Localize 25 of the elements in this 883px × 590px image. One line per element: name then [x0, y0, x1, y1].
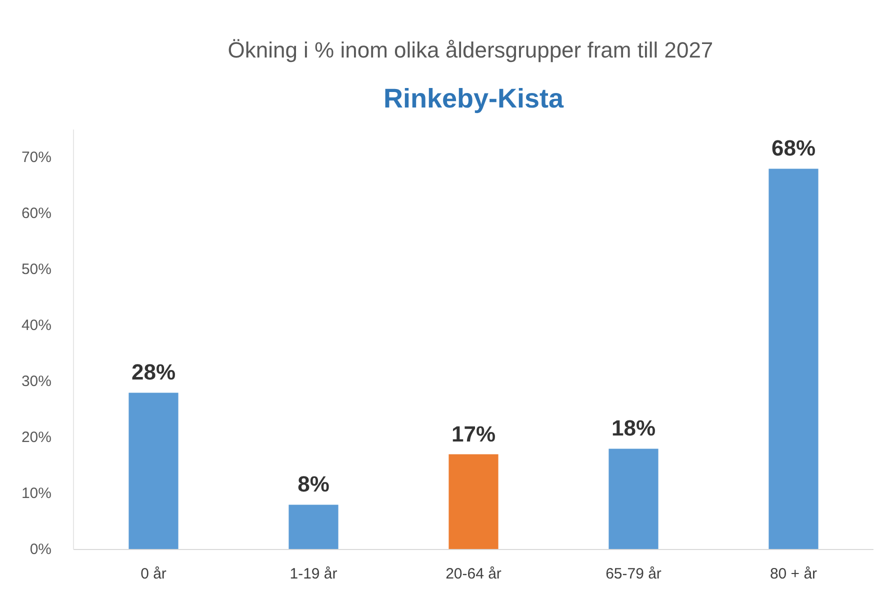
x-tick-label: 0 år — [140, 566, 166, 582]
y-tick-label: 40% — [21, 317, 52, 334]
x-tick-label: 20-64 år — [446, 566, 502, 582]
y-tick-label: 60% — [21, 205, 52, 222]
chart-subtitle: Rinkeby-Kista — [383, 84, 565, 114]
y-tick-label: 30% — [21, 373, 52, 390]
chart-title: Ökning i % inom olika åldersgrupper fram till 2027 — [228, 38, 714, 62]
data-label: 28% — [131, 360, 176, 385]
bar — [768, 168, 818, 550]
y-tick-label: 50% — [21, 261, 52, 278]
y-tick-label: 70% — [21, 149, 52, 166]
bar — [448, 454, 498, 550]
x-tick-label: 1-19 år — [290, 566, 338, 582]
x-tick-label: 65-79 år — [606, 566, 662, 582]
data-label: 18% — [611, 416, 656, 441]
bar — [608, 448, 658, 550]
data-label: 68% — [771, 136, 816, 161]
data-label: 17% — [451, 421, 496, 446]
y-tick-label: 0% — [30, 541, 52, 558]
bar — [128, 392, 178, 550]
bar — [288, 504, 338, 550]
y-tick-label: 10% — [21, 485, 52, 502]
y-tick-label: 20% — [21, 429, 52, 446]
data-label: 8% — [298, 472, 330, 497]
x-tick-label: 80 + år — [770, 566, 818, 582]
